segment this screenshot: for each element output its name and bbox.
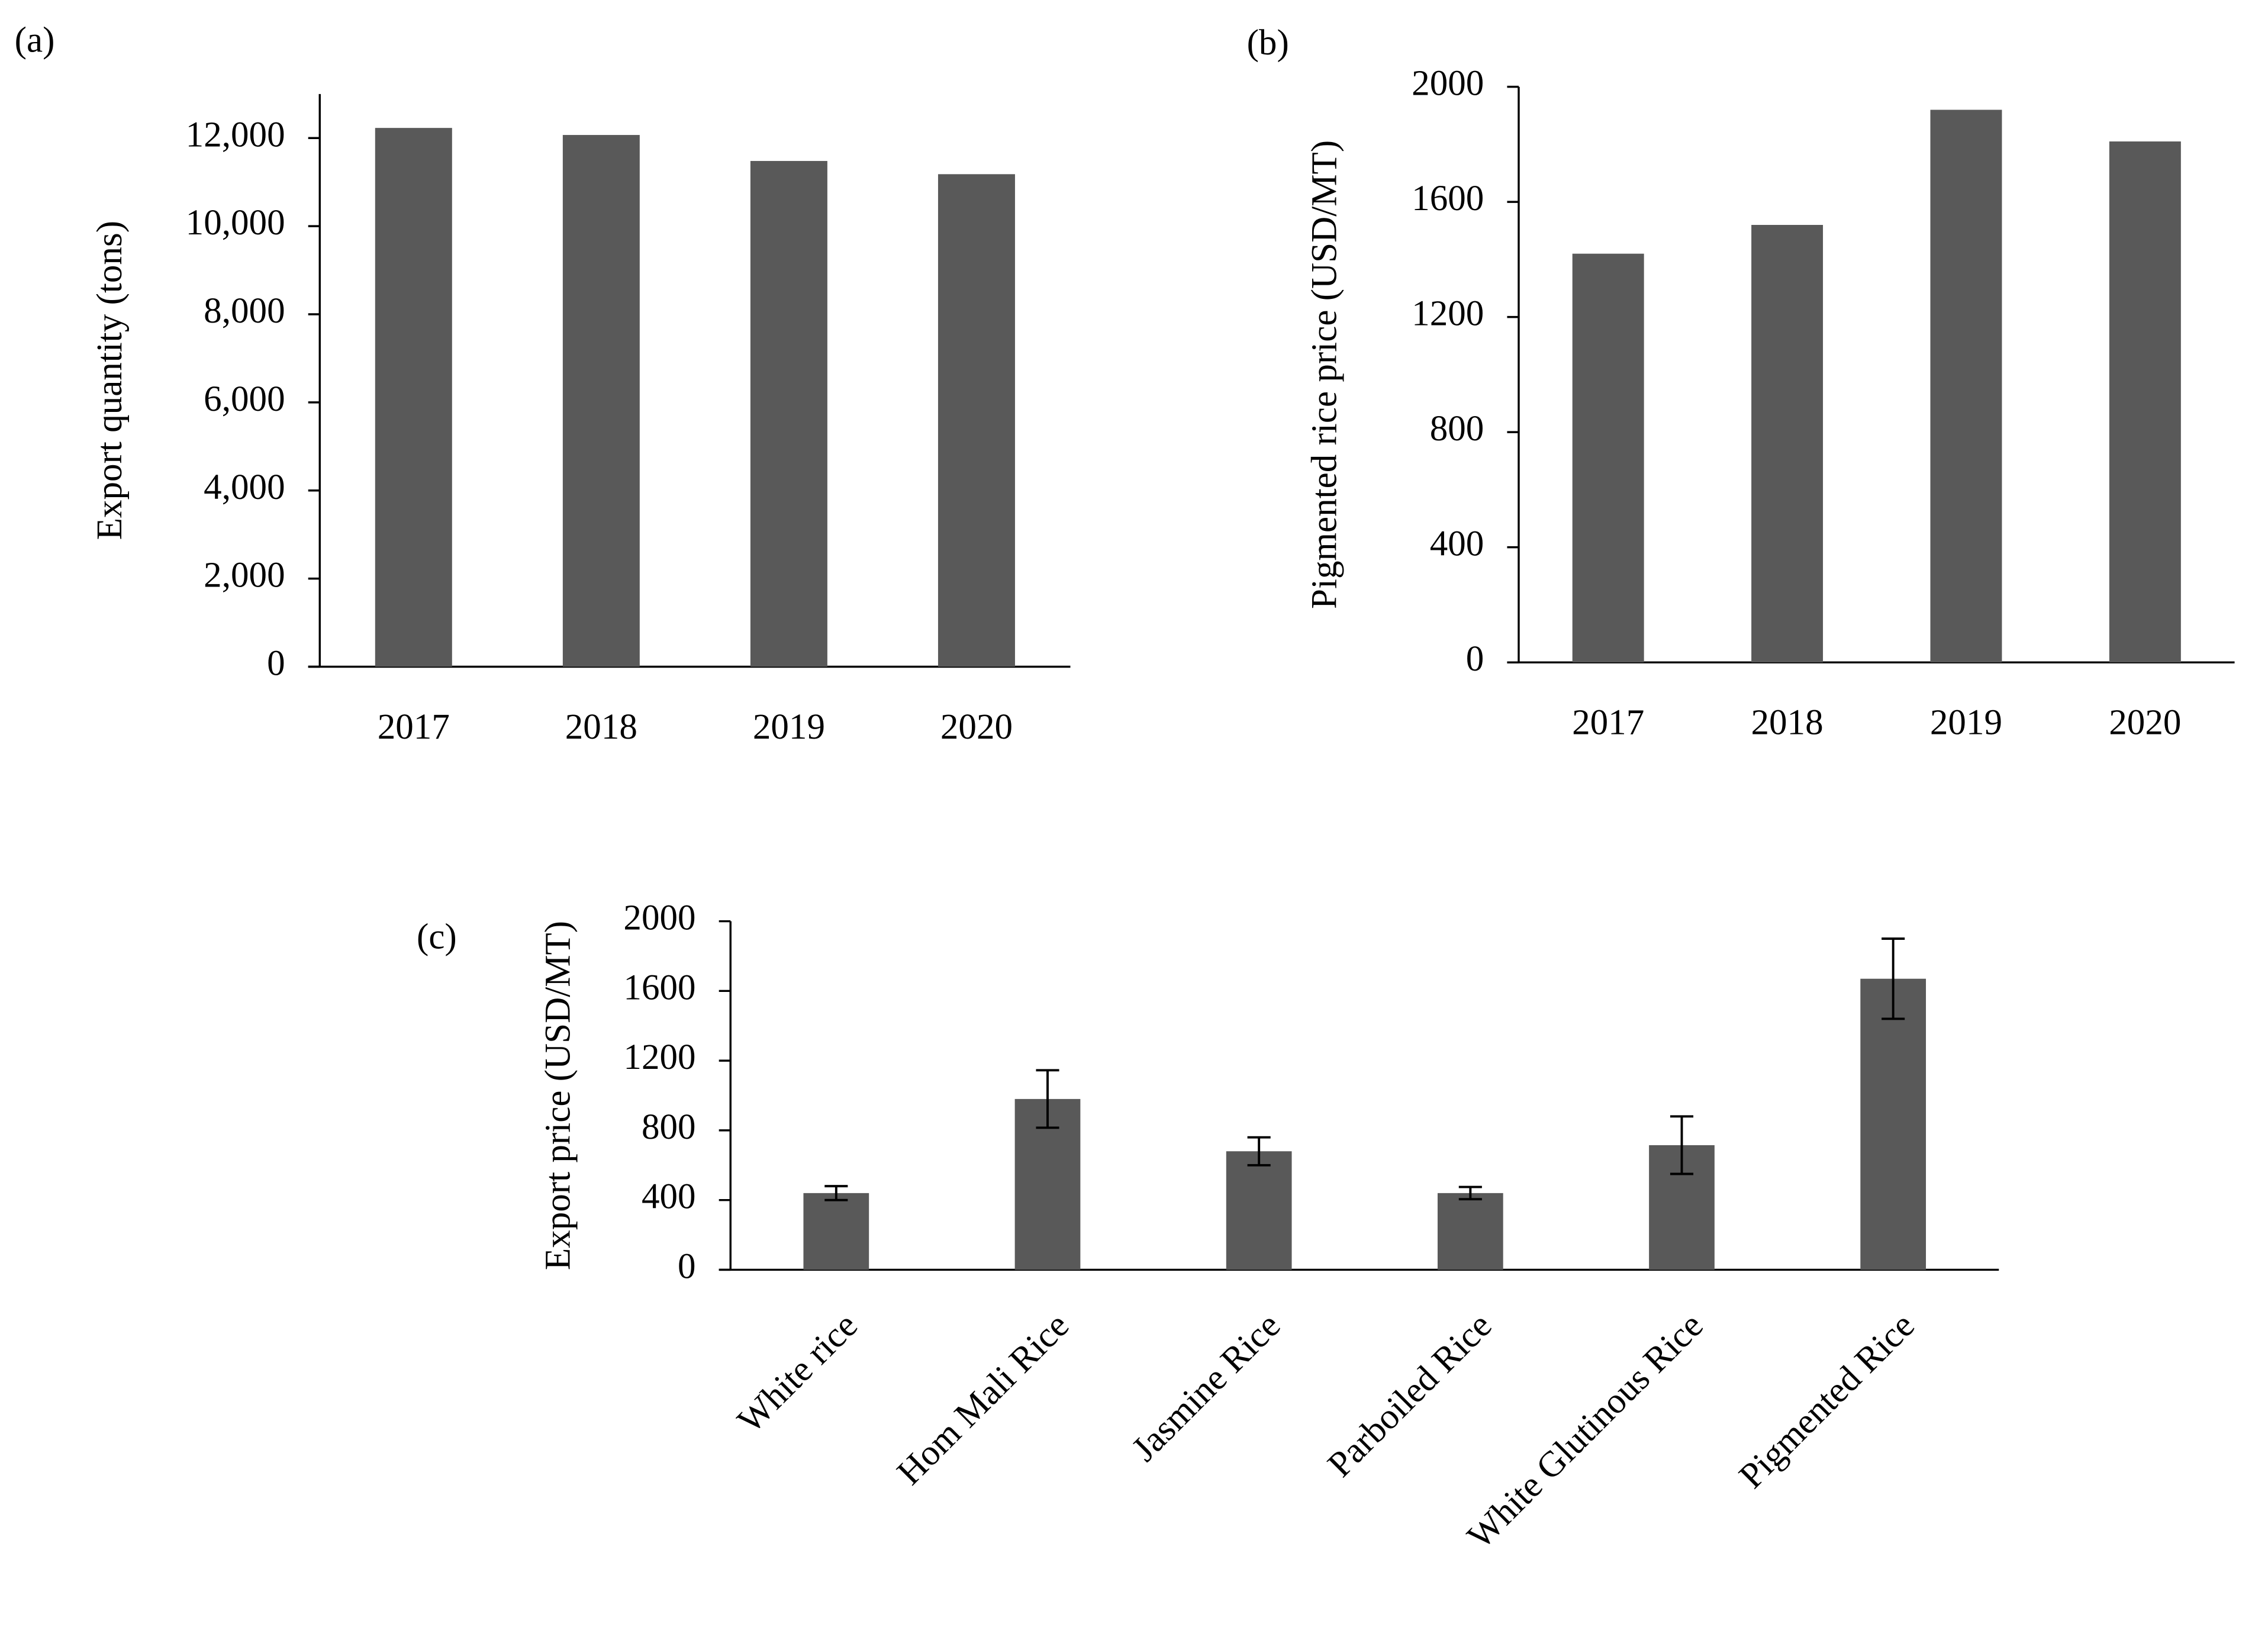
panel-label: (a): [15, 20, 55, 60]
y-tick-label: 8,000: [204, 291, 285, 331]
error-bar: [1882, 937, 1905, 1020]
x-tick-label: 2020: [2109, 703, 2181, 743]
bar: [1860, 978, 1926, 1270]
y-tick-label: 400: [642, 1177, 696, 1217]
y-tick-label: 6,000: [204, 379, 285, 419]
x-tick-label: 2020: [940, 707, 1013, 747]
y-axis-label: Export price (USD/MT): [538, 921, 578, 1270]
bar: [1751, 225, 1824, 663]
bar: [2109, 141, 2181, 663]
bar: [1437, 1193, 1503, 1270]
bar: [1226, 1151, 1292, 1270]
bar: [803, 1193, 869, 1270]
x-tick-label: Jasmine Rice: [1125, 1306, 1288, 1469]
x-tick-label: 2019: [753, 707, 825, 747]
x-tick-label: 2019: [1930, 703, 2002, 743]
x-tick-label: Hom Mali Rice: [890, 1306, 1077, 1493]
x-tick-label: White Glutinous Rice: [1460, 1306, 1711, 1557]
x-tick-label: Parboiled Rice: [1320, 1306, 1500, 1485]
y-tick-label: 1200: [623, 1038, 695, 1077]
x-tick-label: 2017: [378, 707, 450, 747]
y-tick-label: 2000: [623, 898, 695, 938]
error-bar: [1670, 1115, 1694, 1175]
y-tick-label: 4,000: [204, 468, 285, 507]
y-axis-label: Export quantity (tons): [90, 221, 130, 540]
y-tick-label: 1600: [623, 968, 695, 1007]
y-tick-label: 0: [678, 1246, 696, 1286]
x-tick-label: 2017: [1572, 703, 1644, 743]
y-tick-label: 0: [1466, 639, 1484, 679]
y-tick-label: 10,000: [186, 203, 285, 243]
y-tick-label: 400: [1430, 524, 1484, 564]
bar: [750, 160, 827, 667]
bar: [1572, 253, 1644, 663]
x-tick-label: Pigmented Rice: [1732, 1306, 1922, 1496]
bar: [375, 128, 452, 667]
panel-label: (b): [1247, 23, 1289, 63]
error-bar: [1247, 1136, 1271, 1167]
y-tick-label: 2000: [1412, 64, 1484, 104]
x-tick-label: 2018: [565, 707, 637, 747]
y-tick-label: 800: [642, 1107, 696, 1147]
bar: [562, 135, 640, 667]
panel-label: (c): [417, 917, 457, 956]
x-tick-label: White rice: [730, 1306, 865, 1441]
y-tick-label: 2,000: [204, 556, 285, 595]
y-tick-label: 800: [1430, 409, 1484, 449]
bar: [938, 174, 1015, 667]
x-tick-label: 2018: [1751, 703, 1823, 743]
y-tick-label: 1200: [1412, 294, 1484, 334]
y-tick-label: 0: [267, 643, 285, 683]
error-bar: [824, 1185, 848, 1201]
bar: [1930, 109, 2002, 663]
y-tick-label: 1600: [1412, 179, 1484, 218]
error-bar: [1036, 1069, 1059, 1129]
y-axis-label: Pigmented rice price (USD/MT): [1304, 140, 1344, 609]
error-bar: [1458, 1185, 1482, 1201]
y-tick-label: 12,000: [186, 115, 285, 154]
